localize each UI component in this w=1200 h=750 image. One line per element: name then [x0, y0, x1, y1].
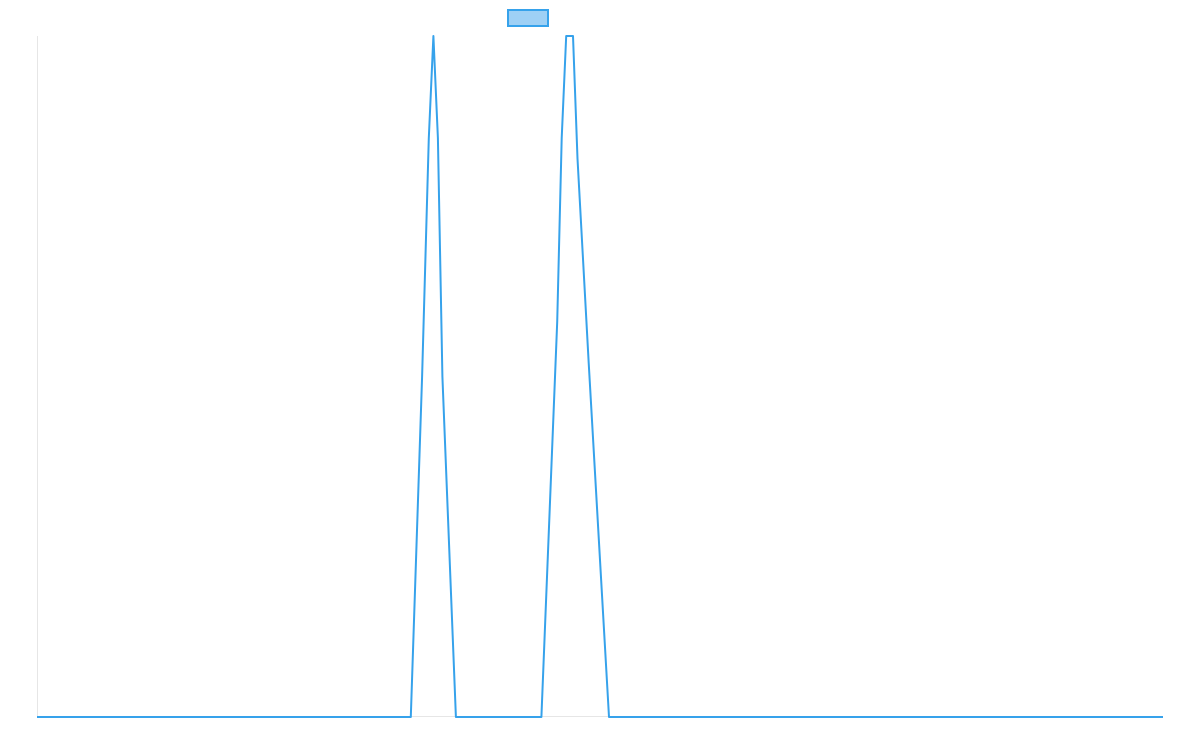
legend[interactable]	[507, 9, 549, 27]
series-layer	[37, 35, 1163, 718]
legend-swatch[interactable]	[507, 9, 549, 27]
series-line-0	[37, 35, 1163, 718]
